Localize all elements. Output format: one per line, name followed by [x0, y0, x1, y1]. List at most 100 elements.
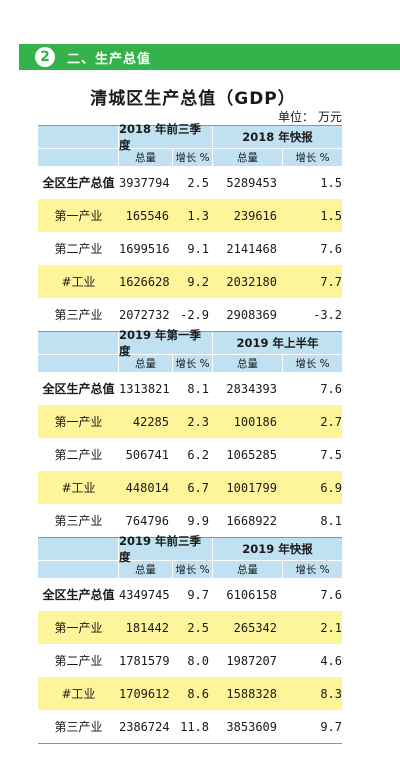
value-b-growth: 7.6	[320, 241, 342, 256]
sub-header-growth: 增长 %	[173, 355, 213, 372]
header-blank-cell	[38, 538, 119, 560]
sub-header-growth: 增长 %	[295, 152, 330, 164]
sub-header-total: 总量	[213, 355, 283, 372]
unit-label-prefix: 单位：	[277, 110, 314, 124]
value-b-growth: 1.5	[320, 208, 342, 223]
value-a-growth: 1.3	[187, 208, 209, 223]
table-row: 第三产业 764796 9.9 1668922 8.1	[38, 504, 342, 537]
period-a-header: 2019 年第一季度	[119, 328, 213, 358]
value-b-total: 239616	[233, 208, 277, 223]
value-b-growth: 8.1	[320, 513, 342, 528]
header-blank-cell	[38, 332, 119, 354]
value-a-total: 1709612	[119, 686, 170, 701]
unit-label-value: 万元	[317, 110, 342, 124]
value-b-growth: 7.5	[320, 447, 342, 462]
table-row: 第一产业 165546 1.3 239616 1.5	[38, 199, 342, 232]
table-row: 全区生产总值 3937794 2.5 5289453 1.5	[38, 166, 342, 199]
row-label: 第二产业	[54, 654, 103, 668]
value-a-growth: 9.2	[187, 274, 209, 289]
row-label: #工业	[61, 275, 96, 289]
value-b-total: 2908369	[226, 307, 277, 322]
table-row: 全区生产总值 4349745 9.7 6106158 7.6	[38, 578, 342, 611]
row-label: 第一产业	[54, 415, 103, 429]
period-a-header: 2018 年前三季度	[119, 122, 213, 152]
period-b-header: 2018 年快报	[242, 130, 313, 144]
table-block: 2019 年前三季度 2019 年快报 总量 增长 % 总量 增长 % 全区生产…	[38, 534, 342, 743]
value-b-total: 100186	[233, 414, 277, 429]
sub-header-total: 总量	[119, 149, 173, 166]
period-b-header: 2019 年快报	[242, 542, 313, 556]
value-b-total: 1987207	[226, 653, 277, 668]
value-a-growth: 6.2	[187, 447, 209, 462]
value-a-growth: -2.9	[180, 307, 209, 322]
sub-header-total: 总量	[119, 355, 173, 372]
value-b-growth: 6.9	[320, 480, 342, 495]
row-label: 全区生产总值	[42, 588, 115, 602]
value-b-total: 1588328	[226, 686, 277, 701]
period-a-header: 2019 年前三季度	[119, 534, 213, 564]
header-blank-cell	[38, 561, 119, 578]
value-a-total: 42285	[132, 414, 169, 429]
value-b-total: 6106158	[226, 587, 277, 602]
sub-header-growth: 增长 %	[295, 358, 330, 370]
value-b-growth: 7.7	[320, 274, 342, 289]
sub-header-total: 总量	[119, 561, 173, 578]
value-b-total: 265342	[233, 620, 277, 635]
row-label: 全区生产总值	[42, 382, 115, 396]
value-a-growth: 8.0	[187, 653, 209, 668]
value-a-total: 1699516	[119, 241, 170, 256]
value-a-growth: 11.8	[180, 719, 209, 734]
table-row: 第三产业 2072732 -2.9 2908369 -3.2	[38, 298, 342, 331]
table-row: 第一产业 42285 2.3 100186 2.7	[38, 405, 342, 438]
value-b-total: 5289453	[226, 175, 277, 190]
value-b-growth: 7.6	[320, 587, 342, 602]
row-label: #工业	[61, 687, 96, 701]
table-row: #工业 1626628 9.2 2032180 7.7	[38, 265, 342, 298]
period-b-header: 2019 年上半年	[236, 336, 319, 350]
sub-header-growth: 增长 %	[173, 149, 213, 166]
row-label: 第一产业	[54, 209, 103, 223]
sub-header-total: 总量	[213, 561, 283, 578]
sub-header-growth: 增长 %	[173, 561, 213, 578]
value-a-growth: 2.5	[187, 620, 209, 635]
value-a-growth: 6.7	[187, 480, 209, 495]
value-a-total: 764796	[125, 513, 169, 528]
value-b-total: 1001799	[226, 480, 277, 495]
value-b-growth: 7.6	[320, 381, 342, 396]
value-a-total: 1781579	[119, 653, 170, 668]
value-b-total: 1668922	[226, 513, 277, 528]
value-a-growth: 8.6	[187, 686, 209, 701]
value-a-total: 4349745	[119, 587, 170, 602]
row-label: 第三产业	[54, 514, 103, 528]
value-a-total: 181442	[125, 620, 169, 635]
value-a-total: 448014	[125, 480, 169, 495]
value-a-growth: 9.9	[187, 513, 209, 528]
block-header: 2019 年前三季度 2019 年快报 总量 增长 % 总量 增长 %	[38, 534, 342, 578]
section-header-bar: 2 二、生产总值	[19, 44, 400, 70]
table-row: #工业 1709612 8.6 1588328 8.3	[38, 677, 342, 710]
value-a-total: 2072732	[119, 307, 170, 322]
table-row: 第二产业 1699516 9.1 2141468 7.6	[38, 232, 342, 265]
value-a-growth: 8.1	[187, 381, 209, 396]
value-b-total: 1065285	[226, 447, 277, 462]
section-title: 二、生产总值	[67, 51, 152, 67]
row-label: 第一产业	[54, 621, 103, 635]
header-blank-cell	[38, 355, 119, 372]
unit-label: 单位： 万元	[278, 108, 342, 125]
table-block: 2018 年前三季度 2018 年快报 总量 增长 % 总量 增长 % 全区生产…	[38, 122, 342, 331]
table-block: 2019 年第一季度 2019 年上半年 总量 增长 % 总量 增长 % 全区生…	[38, 328, 342, 537]
table-row: #工业 448014 6.7 1001799 6.9	[38, 471, 342, 504]
table-row: 第三产业 2386724 11.8 3853609 9.7	[38, 710, 342, 743]
value-a-total: 1313821	[119, 381, 170, 396]
header-blank-cell	[38, 149, 119, 166]
value-a-total: 506741	[125, 447, 169, 462]
section-number-badge: 2	[35, 47, 55, 67]
value-b-growth: -3.2	[313, 307, 342, 322]
row-label: 第二产业	[54, 448, 103, 462]
value-b-growth: 1.5	[320, 175, 342, 190]
value-a-total: 1626628	[119, 274, 170, 289]
value-b-total: 3853609	[226, 719, 277, 734]
table-bottom-rule	[38, 743, 342, 744]
value-a-total: 165546	[125, 208, 169, 223]
value-a-growth: 2.5	[187, 175, 209, 190]
